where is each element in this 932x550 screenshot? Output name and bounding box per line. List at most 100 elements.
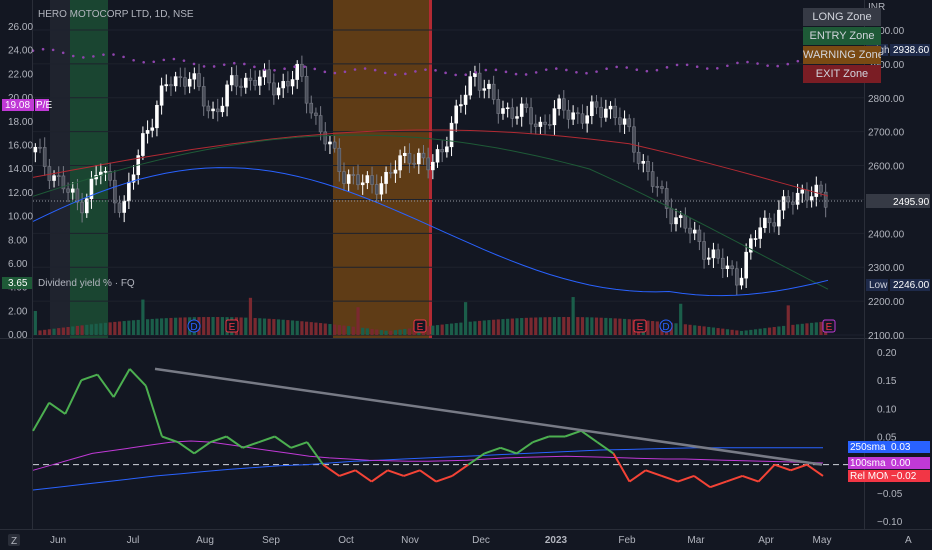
pe-dot: [695, 65, 699, 69]
candle-body: [786, 196, 791, 203]
volume-bar: [688, 324, 692, 335]
volume-bar: [487, 320, 491, 335]
event-marker-label: E: [826, 322, 833, 333]
candle-body: [201, 86, 206, 107]
price-tick-label: 3000.00: [868, 26, 905, 37]
left-tick-label: 6.00: [8, 259, 28, 270]
volume-bar: [763, 328, 767, 335]
pe-ratio-dots: [31, 47, 830, 77]
indicator-pane-bg: [0, 339, 932, 529]
volume-bar: [333, 324, 337, 335]
candle-body: [809, 196, 814, 201]
rel-mom-segment: [144, 385, 163, 437]
candle-body: [781, 196, 786, 211]
candle-body: [304, 76, 309, 104]
pe-dot: [766, 64, 769, 67]
candle-body: [515, 116, 519, 119]
candle-body: [75, 188, 80, 203]
rel-mom-segment: [467, 452, 486, 466]
candle-body: [393, 169, 398, 174]
pe-dot: [383, 71, 387, 75]
pe-dot: [454, 73, 457, 77]
candle-body: [524, 103, 529, 108]
volume-bar: [534, 317, 538, 335]
gridlines: [33, 29, 864, 336]
candle-body: [739, 277, 744, 286]
timezone-button-bg[interactable]: [8, 534, 20, 546]
rel-mom-segment: [564, 429, 582, 438]
indicator-name: 100sma: [850, 458, 886, 469]
volume-bar: [468, 321, 472, 335]
volume-bar: [608, 318, 613, 335]
shaded-zones: [50, 0, 432, 338]
candle-body: [346, 174, 351, 184]
candle-body: [496, 99, 501, 114]
candle-body: [84, 198, 89, 214]
event-marker-label: E: [637, 322, 644, 333]
volume-bar: [679, 303, 683, 335]
price-tick-label: 2300.00: [868, 263, 905, 274]
pe-dot: [41, 47, 45, 51]
pe-dot: [313, 67, 317, 71]
volume-bar: [309, 322, 313, 335]
earnings-marker: [225, 319, 239, 333]
indicator-value: 0.03: [891, 442, 911, 453]
timezone-icon[interactable]: Z: [11, 536, 17, 547]
volume-bar: [141, 299, 145, 335]
volume-bar: [43, 329, 47, 335]
rel-mom-segment: [387, 469, 405, 477]
time-tick-label: Nov: [401, 535, 419, 546]
pe-dot: [776, 64, 779, 68]
indicator-value-badge: [888, 470, 930, 482]
volume-bar: [145, 319, 150, 335]
left-tick-label: 18.00: [8, 117, 33, 128]
pe-dot: [283, 67, 286, 71]
time-tick-label: Apr: [758, 535, 774, 546]
pe-dot: [635, 68, 639, 72]
volume-bar: [576, 317, 580, 335]
indicator-value-badge: [888, 441, 930, 453]
candle-body: [468, 76, 473, 96]
pe-dot: [102, 53, 105, 56]
time-tick-label: Feb: [618, 535, 636, 546]
left-value-axis: 26.00 24.00 22.00 20.00 18.00 16.00 14.00 12.00…: [8, 22, 33, 341]
rel-mom-segment: [516, 441, 534, 455]
candle-body: [594, 101, 599, 108]
time-axis: Jun Jul Aug Sep Oct Nov Dec 2023 Feb Mar Apr May: [50, 535, 832, 546]
pe-dot: [192, 62, 196, 66]
candle-body: [473, 72, 477, 77]
pe-dot: [575, 70, 578, 74]
candle-body: [505, 107, 510, 110]
candle-body: [342, 171, 346, 184]
volume-bar: [459, 322, 463, 335]
candle-body: [412, 162, 416, 165]
candle-body: [557, 98, 561, 109]
volume-bar: [248, 297, 253, 335]
candle-body: [543, 121, 547, 125]
candle-body: [225, 84, 229, 107]
candle-body: [211, 108, 215, 112]
rel-mom-segment: [322, 463, 340, 477]
volume-bar: [365, 328, 369, 335]
auto-scale-icon[interactable]: A: [905, 535, 912, 546]
volume-bar: [767, 327, 772, 335]
pe-value-badge: [2, 99, 34, 111]
pe-dot: [263, 68, 266, 71]
candle-body: [356, 174, 360, 186]
rel-mom-segment: [580, 430, 598, 443]
candle-body: [150, 127, 155, 131]
volume-bar: [618, 318, 622, 335]
pe-dot: [71, 54, 75, 58]
pe-dot: [253, 65, 256, 69]
rel-mom-segment: [419, 469, 437, 483]
pe-dot: [212, 65, 216, 68]
pe-dot: [484, 68, 488, 72]
volume-bar: [426, 326, 430, 335]
pe-dot: [182, 59, 186, 62]
low-value-badge: [890, 279, 930, 291]
pe-dot: [273, 69, 276, 72]
candle-body: [42, 147, 47, 167]
volume-bar: [492, 319, 496, 335]
pe-dot: [716, 66, 719, 70]
